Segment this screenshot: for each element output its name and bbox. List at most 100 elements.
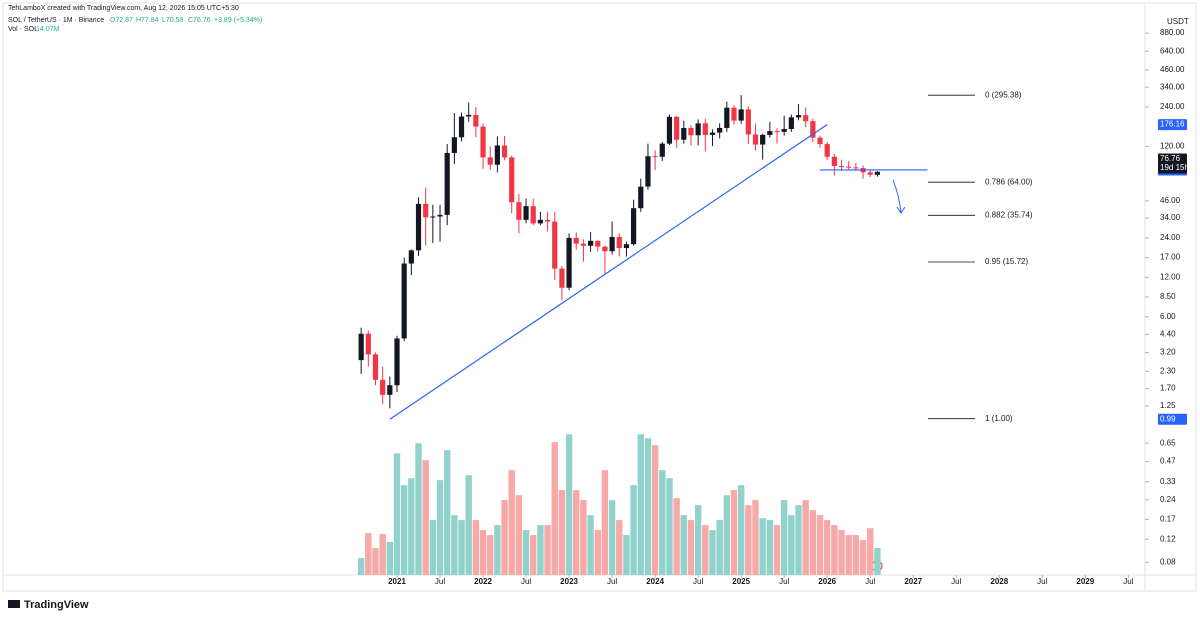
candle-body [552, 221, 558, 269]
logo-text: TradingView [24, 599, 89, 611]
candle-body [702, 123, 708, 135]
volume-bar [608, 500, 616, 575]
volume-bar [408, 478, 415, 575]
candle-body [494, 145, 500, 165]
arrow [892, 179, 906, 214]
candle-body [394, 338, 400, 386]
candle-body [444, 152, 450, 215]
candle-body [365, 333, 371, 355]
volume-bar [522, 530, 530, 575]
candle-body [458, 116, 465, 138]
volume-bar [630, 485, 637, 575]
volume-bar [458, 520, 465, 575]
volume-bar [702, 525, 709, 575]
x-tick-label: Jul [693, 577, 703, 586]
x-tick-label: 2027 [904, 577, 922, 586]
countdown: 19d 15h [1160, 163, 1189, 172]
candle-body [430, 216, 436, 218]
volume-bar [852, 535, 860, 575]
x-tick-label: 2026 [818, 577, 836, 586]
volume-bar [788, 515, 795, 575]
volume-bar [429, 520, 437, 575]
candle-body [358, 333, 364, 361]
volume-bar [415, 443, 422, 575]
trendline [389, 124, 828, 420]
volume-bar [472, 520, 480, 575]
volume-bar [451, 515, 458, 575]
volume-bar [659, 470, 666, 575]
volume-bar [357, 558, 365, 575]
candle-body [544, 219, 551, 222]
volume-bar [601, 470, 609, 575]
volume-value: 14.07M [36, 26, 60, 33]
volume-bar [838, 530, 845, 575]
ohlc-value: L70.58 [162, 17, 184, 24]
volume-label: Vol · SOL [8, 26, 38, 33]
candle-body [724, 107, 730, 128]
volume-bar [386, 541, 394, 575]
volume-bar [651, 445, 659, 575]
candle-body [423, 203, 429, 218]
volume-bar [487, 535, 494, 575]
volume-bar [874, 547, 881, 575]
y-tick-label: 0.24 [1160, 495, 1176, 504]
candle-body [838, 166, 845, 168]
candle-body [803, 115, 809, 122]
candle-body [652, 156, 658, 158]
candle-body [573, 237, 579, 244]
candle-body [788, 117, 794, 130]
candle-body [566, 237, 572, 288]
logo-mark [8, 600, 20, 608]
price-marker-bg [1158, 413, 1187, 425]
x-tick-label: 2023 [560, 577, 578, 586]
volume-bar [372, 548, 379, 575]
candle-body [580, 243, 587, 246]
y-tick-label: 0.08 [1160, 557, 1176, 566]
candle-body [853, 167, 859, 169]
candle-body [602, 246, 608, 252]
x-tick-label: 2021 [388, 577, 406, 586]
candle-body [380, 379, 386, 395]
candle-body [717, 127, 723, 133]
volume-bar [365, 533, 372, 575]
volume-bar [393, 453, 401, 575]
x-tick-label: 2029 [1076, 577, 1094, 586]
volume-bar [723, 495, 731, 575]
ohlc-legend: O72.87 H77.84 L70.58 C76.76 +3.89 (+5.34%) [110, 17, 262, 24]
x-tick-label: Jul [435, 577, 445, 586]
y-tick-label: 0.47 [1160, 457, 1176, 466]
x-tick-label: Jul [521, 577, 531, 586]
candle-body [387, 385, 393, 395]
x-tick-label: Jul [865, 577, 875, 586]
x-tick-label: Jul [607, 577, 617, 586]
volume-bar [616, 520, 623, 575]
volume-bar [537, 525, 544, 575]
change: +3.89 (+5.34%) [214, 17, 262, 24]
candle-body [523, 206, 529, 220]
candle-body [451, 137, 457, 153]
candle-body [659, 143, 665, 157]
y-tick-label: 2.30 [1160, 366, 1176, 375]
y-tick-label: 6.00 [1160, 312, 1176, 321]
candle-body [738, 109, 744, 121]
price-marker-bg [1158, 153, 1187, 174]
y-tick-label: 120.00 [1160, 142, 1185, 151]
x-tick-label: Jul [951, 577, 961, 586]
volume-bar [530, 535, 537, 575]
ohlc-value: O72.87 [110, 17, 133, 24]
candle-body [831, 156, 837, 167]
fib-label: 1 (1.00) [985, 414, 1013, 423]
candle-body [516, 202, 522, 220]
candle-body [609, 237, 615, 252]
x-tick-label: Jul [779, 577, 789, 586]
candle-body [745, 109, 751, 135]
volume-bar [515, 495, 523, 575]
volume-bar [759, 518, 766, 575]
candle-body [372, 354, 379, 380]
volume-bar [687, 520, 695, 575]
candle-body [473, 114, 479, 127]
candle-body [760, 134, 766, 145]
volume-bar [465, 475, 472, 575]
volume-bar [666, 478, 673, 575]
